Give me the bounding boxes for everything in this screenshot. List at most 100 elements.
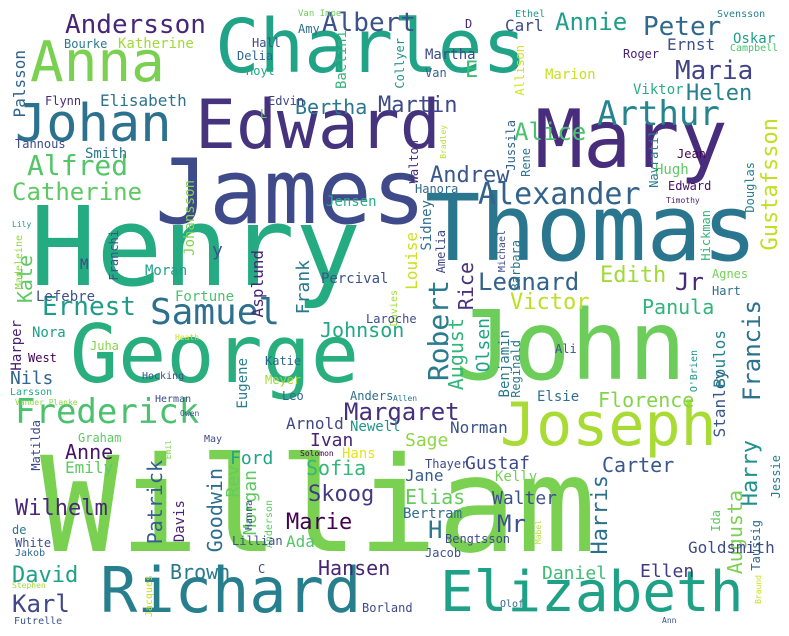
word: Fortune bbox=[175, 289, 235, 305]
word: Amelia bbox=[434, 230, 448, 274]
word: Larsson bbox=[10, 387, 53, 398]
word: Katie bbox=[265, 354, 302, 368]
word: Solomon bbox=[300, 449, 334, 458]
word: Ellen bbox=[640, 561, 695, 582]
word: Margaret bbox=[344, 398, 460, 426]
word: Van Impe bbox=[298, 9, 342, 19]
word: Carter bbox=[602, 453, 675, 477]
word: Patrick bbox=[143, 460, 167, 545]
word: Lily bbox=[12, 220, 32, 229]
word: M bbox=[80, 257, 89, 273]
word: Marion bbox=[545, 67, 596, 83]
word: Ann bbox=[662, 616, 677, 625]
word: Kelly bbox=[495, 469, 538, 485]
word: Hickman bbox=[699, 210, 713, 261]
word: Hall bbox=[252, 36, 281, 50]
word: Agnes bbox=[712, 267, 749, 281]
word: Leonard bbox=[478, 268, 580, 296]
word: Johan bbox=[15, 94, 172, 154]
word: Timothy bbox=[666, 196, 700, 205]
word: Asplund bbox=[248, 250, 267, 318]
word: Campbell bbox=[730, 43, 779, 54]
word: Alice bbox=[514, 118, 587, 146]
word: Ada bbox=[286, 532, 315, 551]
word: Svensson bbox=[717, 9, 766, 20]
word: Norman bbox=[450, 418, 508, 437]
word: White bbox=[15, 536, 52, 550]
word: Gustaf bbox=[465, 453, 531, 474]
word: Hanna bbox=[244, 500, 255, 531]
word: y bbox=[212, 240, 223, 261]
word: Ethel bbox=[515, 9, 546, 20]
word: Mabel bbox=[534, 520, 543, 545]
word: West bbox=[28, 351, 57, 365]
word: Amy bbox=[298, 22, 320, 36]
word: Albert bbox=[322, 8, 416, 38]
word: E bbox=[465, 58, 479, 83]
word: Borland bbox=[362, 601, 413, 615]
word: Bertha bbox=[295, 95, 368, 119]
word: Samuel bbox=[150, 292, 281, 333]
word: Jacques bbox=[144, 575, 155, 618]
word: Annie bbox=[555, 8, 628, 36]
word: Mr bbox=[497, 510, 526, 538]
word: Juha bbox=[90, 339, 119, 353]
word: Hanora bbox=[415, 182, 459, 196]
word: Jacob bbox=[425, 546, 462, 560]
word: Jean bbox=[677, 147, 706, 161]
word: Elizabeth bbox=[440, 560, 744, 625]
word: Owen bbox=[180, 409, 200, 418]
word: Brown bbox=[170, 560, 231, 584]
word: Sage bbox=[405, 430, 449, 451]
word: Collyer bbox=[393, 38, 407, 89]
word: Arthur bbox=[597, 94, 720, 134]
word: Edvin bbox=[268, 94, 305, 108]
word: Andrew bbox=[430, 163, 510, 188]
word: Martin bbox=[378, 93, 458, 118]
word: May bbox=[204, 434, 223, 445]
word: Vander Planke bbox=[15, 398, 78, 407]
word: Jussila bbox=[504, 120, 518, 171]
word: Katherine bbox=[118, 36, 194, 52]
word: Hart bbox=[712, 284, 741, 298]
word: Frederick bbox=[15, 392, 200, 432]
word: Alexander bbox=[478, 177, 641, 212]
word: Arnold bbox=[286, 414, 344, 433]
word: H bbox=[428, 516, 443, 544]
word: Frank bbox=[293, 260, 314, 315]
word: Ida bbox=[709, 510, 723, 532]
word: Daniel bbox=[542, 563, 608, 584]
word: Elisabeth bbox=[100, 91, 187, 110]
word: Viktor bbox=[633, 82, 684, 98]
word: August bbox=[444, 318, 468, 391]
word: William bbox=[40, 429, 597, 583]
word: Emily bbox=[65, 458, 114, 477]
word: Bengtsson bbox=[445, 532, 511, 546]
word: Leo bbox=[282, 389, 304, 403]
word: Harper bbox=[9, 320, 25, 371]
word: Jessie bbox=[769, 455, 783, 499]
word: Walton bbox=[407, 140, 421, 184]
word: Thomas bbox=[425, 175, 758, 282]
word: Jensen bbox=[326, 194, 377, 210]
word: Smith bbox=[85, 146, 128, 162]
word: Heath bbox=[175, 333, 200, 342]
word: Jr bbox=[675, 268, 704, 296]
word: Joseph bbox=[500, 390, 717, 460]
word: Matilda bbox=[29, 420, 43, 471]
word: Franchi bbox=[107, 230, 121, 281]
word: Moran bbox=[145, 263, 188, 279]
word: Anna bbox=[30, 30, 165, 95]
word: Ernst bbox=[667, 35, 716, 54]
word: Johansson bbox=[182, 180, 198, 256]
word: Louise bbox=[402, 232, 421, 290]
word: Rice bbox=[454, 262, 478, 311]
word: Baclini bbox=[334, 30, 350, 90]
word: Boulos bbox=[710, 330, 729, 388]
word: Charles bbox=[215, 4, 527, 90]
word: Percival bbox=[321, 271, 389, 287]
word: Anne bbox=[65, 440, 114, 464]
word: C bbox=[258, 562, 266, 576]
word: Herman bbox=[155, 394, 192, 405]
word: David bbox=[12, 563, 79, 588]
